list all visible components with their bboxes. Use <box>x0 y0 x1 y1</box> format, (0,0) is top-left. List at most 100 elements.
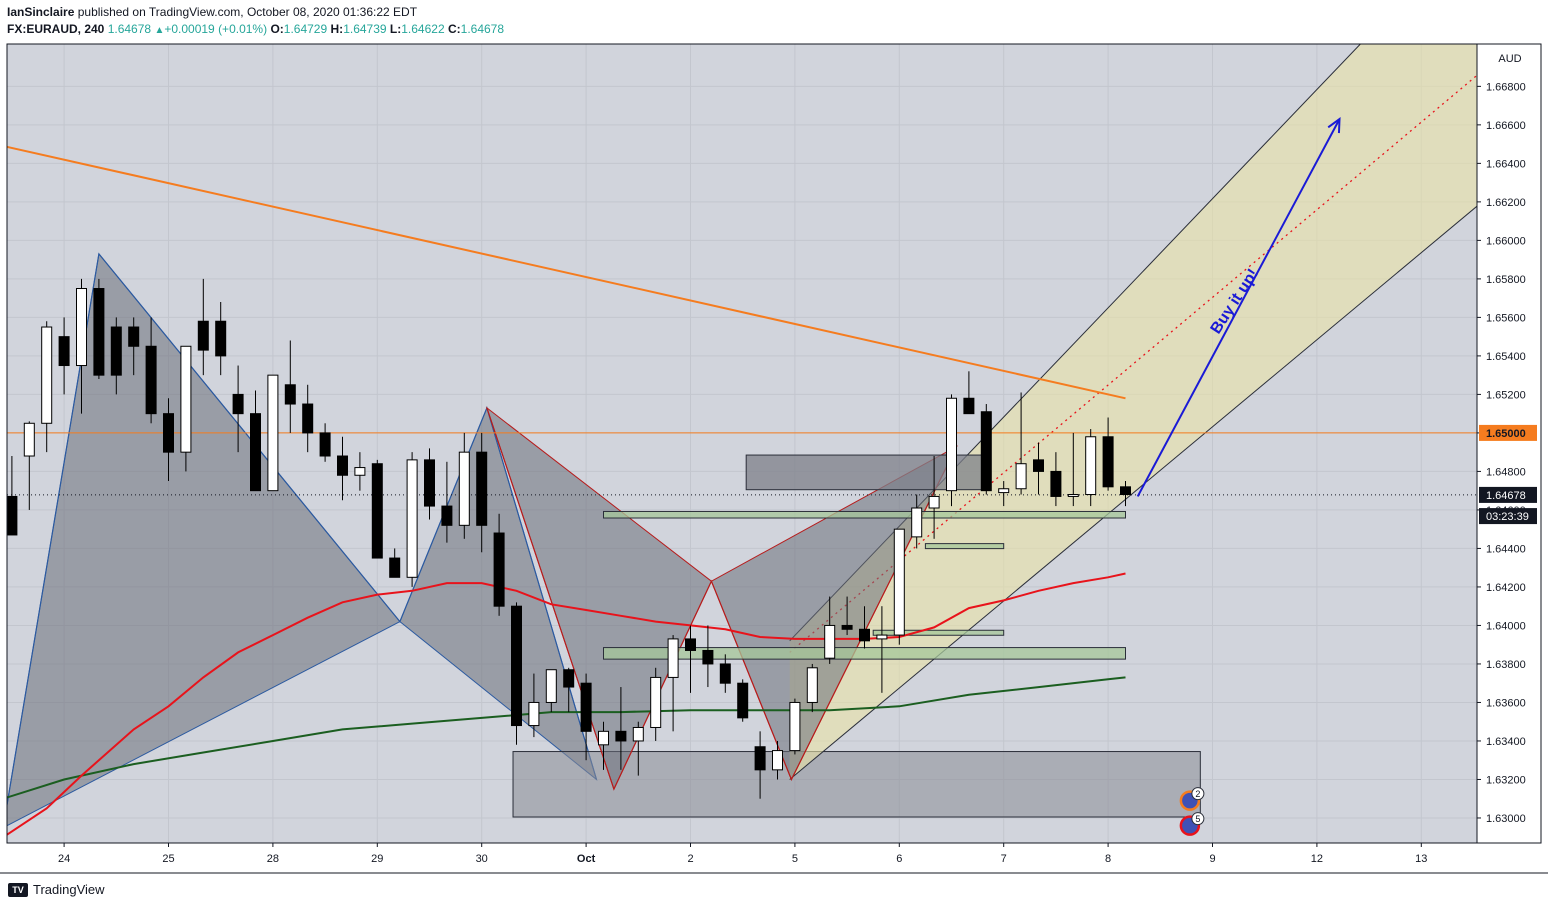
candle <box>337 436 348 501</box>
event-count-label: 2 <box>1195 789 1200 799</box>
candle <box>1102 417 1114 491</box>
supply-demand-zone <box>924 543 1005 550</box>
candle <box>476 432 488 553</box>
bull-candle-body <box>267 374 279 492</box>
bear-candle-body <box>841 624 853 630</box>
bear-candle-body <box>719 663 731 684</box>
candle <box>580 673 592 761</box>
low-label: L: <box>389 22 402 36</box>
supply-demand-zone <box>872 629 1005 636</box>
close-value: 1.64678 <box>460 22 505 36</box>
candle <box>76 278 87 414</box>
time-axis[interactable]: 24 25 28 29 30 Oct 2 5 6 7 8 9 12 13 <box>58 843 1427 865</box>
bear-candle-body <box>215 320 227 357</box>
tradingview-logo-icon[interactable]: TV <box>8 882 28 897</box>
bull-candle-body <box>354 467 366 476</box>
price-label-text: 1.64678 <box>1486 490 1526 502</box>
price-label-box <box>1479 424 1537 441</box>
candle <box>754 731 766 799</box>
projection-arrow <box>1136 118 1341 497</box>
bear-candle-body <box>337 455 348 476</box>
x-tick-label: 13 <box>1415 853 1427 865</box>
candle <box>511 602 522 745</box>
bear-candle-body <box>232 393 244 415</box>
candle <box>685 625 696 693</box>
y-tick-label: 1.66800 <box>1486 81 1526 93</box>
price-chart[interactable]: Buy it up!25AUD1.668001.666001.664001.66… <box>0 0 1548 880</box>
y-tick-label: 1.65600 <box>1486 312 1526 324</box>
bull-candle-body <box>545 669 557 703</box>
candle <box>911 494 923 549</box>
bear-candle-body <box>511 605 522 727</box>
bear-candle-body <box>493 532 505 607</box>
candle <box>284 340 296 433</box>
candle <box>737 679 749 722</box>
candle <box>615 687 627 770</box>
bull-candle-body <box>824 624 836 659</box>
supply-demand-zone <box>603 510 1126 519</box>
bull-candle-body <box>528 701 540 727</box>
candle <box>197 278 209 376</box>
candle <box>598 721 609 770</box>
bull-candle-body <box>650 676 662 728</box>
y-tick-label: 1.66200 <box>1486 197 1526 209</box>
bear-candle-body <box>250 413 261 492</box>
plot-layer: Buy it up!25 <box>7 44 1477 843</box>
channel-fill <box>789 44 1477 780</box>
price-axis-frame <box>1476 43 1542 844</box>
candle <box>93 278 105 380</box>
bear-candle-body <box>145 345 157 415</box>
bear-candle-body <box>1033 459 1044 472</box>
y-tick-label: 1.64200 <box>1486 582 1526 594</box>
last-price: 1.64678 <box>107 22 152 36</box>
price-label-text: 03:23:39 <box>1486 511 1529 523</box>
bear-candle-body <box>563 669 575 688</box>
bear-candle-body <box>980 411 992 492</box>
candle <box>806 663 818 713</box>
event-count-badge <box>1191 812 1205 826</box>
author-name[interactable]: IanSinclaire <box>7 5 75 19</box>
footer: TV TradingView <box>8 882 105 897</box>
event-count-label: 5 <box>1195 814 1200 824</box>
candle <box>458 432 470 539</box>
bull-candle-body <box>946 397 957 492</box>
footer-brand[interactable]: TradingView <box>33 882 105 897</box>
candle <box>893 528 905 645</box>
candle <box>145 317 157 424</box>
bear-candle-body <box>93 288 105 376</box>
bear-candle-body <box>7 495 18 536</box>
bear-candle-body <box>441 505 453 526</box>
candle <box>667 635 679 732</box>
candle <box>998 481 1010 507</box>
candle <box>371 459 383 559</box>
supply-demand-zone <box>603 647 1126 660</box>
economic-event-marker[interactable]: 2 <box>1179 787 1205 811</box>
candle <box>772 740 783 780</box>
chart-container[interactable]: Buy it up! 2 5 AUD 1.66800 1.66600 1.66400 1.66… <box>0 0 1548 885</box>
bear-candle-body <box>476 451 488 526</box>
candle <box>841 596 853 636</box>
bull-candle-body <box>632 726 644 742</box>
x-tick-label: 8 <box>1105 853 1111 865</box>
channel-median-line <box>789 74 1477 653</box>
price-axis[interactable]: AUD 1.66800 1.66600 1.66400 1.66200 1.66000 1.… <box>1477 53 1537 825</box>
bear-candle-body <box>371 463 383 559</box>
red-moving-average <box>7 572 1126 836</box>
bear-candle-body <box>389 557 401 578</box>
bull-candle-body <box>789 701 801 752</box>
candle <box>58 317 70 395</box>
publish-info: IanSinclaire published on TradingView.co… <box>7 5 417 19</box>
candle <box>406 452 418 587</box>
y-tick-label: 1.64800 <box>1486 466 1526 478</box>
candle <box>424 448 435 520</box>
y-tick-label: 1.63600 <box>1486 697 1526 709</box>
candle <box>215 301 227 376</box>
candle <box>859 606 870 649</box>
bear-candle-body <box>1050 470 1062 497</box>
price-label-text: 1.65000 <box>1486 428 1526 440</box>
y-tick-label: 1.63400 <box>1486 736 1526 748</box>
bull-candle-body <box>998 488 1010 494</box>
bear-candle-body <box>128 326 140 347</box>
economic-event-marker[interactable]: 5 <box>1179 812 1205 836</box>
candle <box>493 513 505 616</box>
